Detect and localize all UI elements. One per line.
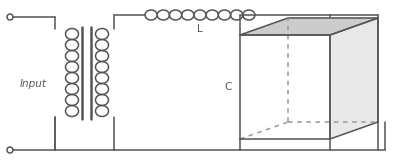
Text: Input: Input — [20, 79, 46, 89]
Polygon shape — [240, 35, 330, 139]
Text: L: L — [197, 24, 203, 34]
Polygon shape — [330, 18, 378, 139]
Text: C: C — [224, 82, 232, 92]
Polygon shape — [240, 18, 378, 35]
